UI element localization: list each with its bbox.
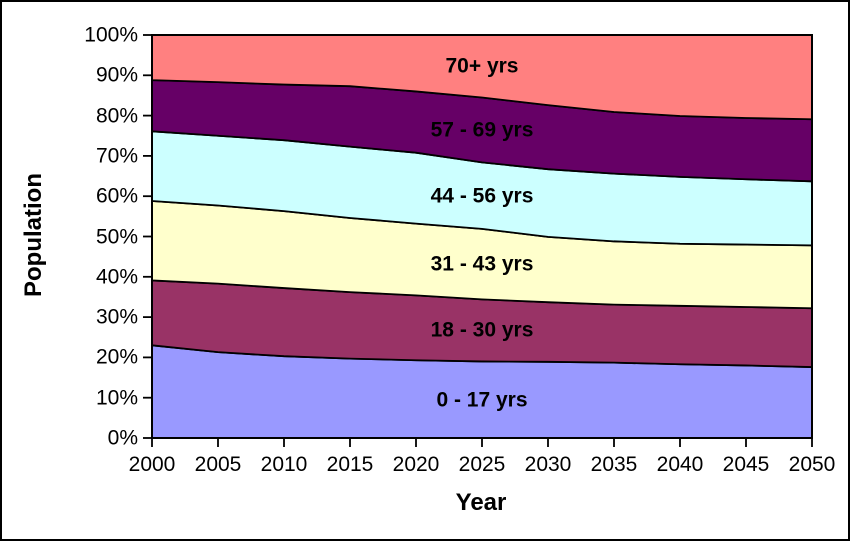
x-tick-label-7: 2035 — [590, 453, 638, 476]
x-tick-label-1: 2005 — [194, 453, 242, 476]
y-tick-label-7: 70% — [95, 144, 138, 168]
y-tick-label-3: 30% — [95, 305, 138, 329]
series-label-4: 57 - 69 yrs — [430, 118, 534, 142]
y-tick-label-10: 100% — [84, 23, 138, 47]
x-tick-label-8: 2040 — [656, 453, 704, 476]
x-tick-label-0: 2000 — [128, 453, 176, 476]
x-tick-label-4: 2020 — [392, 453, 440, 476]
x-axis-title: Year — [455, 489, 507, 516]
series-label-0: 0 - 17 yrs — [436, 388, 528, 412]
series-label-2: 31 - 43 yrs — [430, 252, 534, 276]
x-tick-label-5: 2025 — [458, 453, 506, 476]
x-tick-label-2: 2010 — [260, 453, 308, 476]
y-axis-title: Population — [20, 173, 47, 297]
y-tick-label-1: 10% — [95, 386, 138, 410]
y-tick-label-5: 50% — [95, 225, 138, 248]
x-tick-label-6: 2030 — [524, 453, 572, 476]
series-label-3: 44 - 56 yrs — [430, 184, 534, 208]
series-label-1: 18 - 30 yrs — [430, 318, 534, 342]
x-tick-label-10: 2050 — [788, 453, 836, 476]
y-tick-label-0: 0% — [107, 426, 138, 450]
y-tick-label-2: 20% — [95, 345, 138, 369]
y-tick-label-4: 40% — [95, 265, 138, 289]
y-tick-label-6: 60% — [95, 184, 138, 208]
x-tick-label-9: 2045 — [722, 453, 770, 476]
y-tick-label-8: 80% — [95, 104, 138, 128]
x-tick-label-3: 2015 — [326, 453, 374, 476]
series-label-5: 70+ yrs — [445, 54, 519, 78]
y-tick-label-9: 90% — [95, 63, 138, 87]
